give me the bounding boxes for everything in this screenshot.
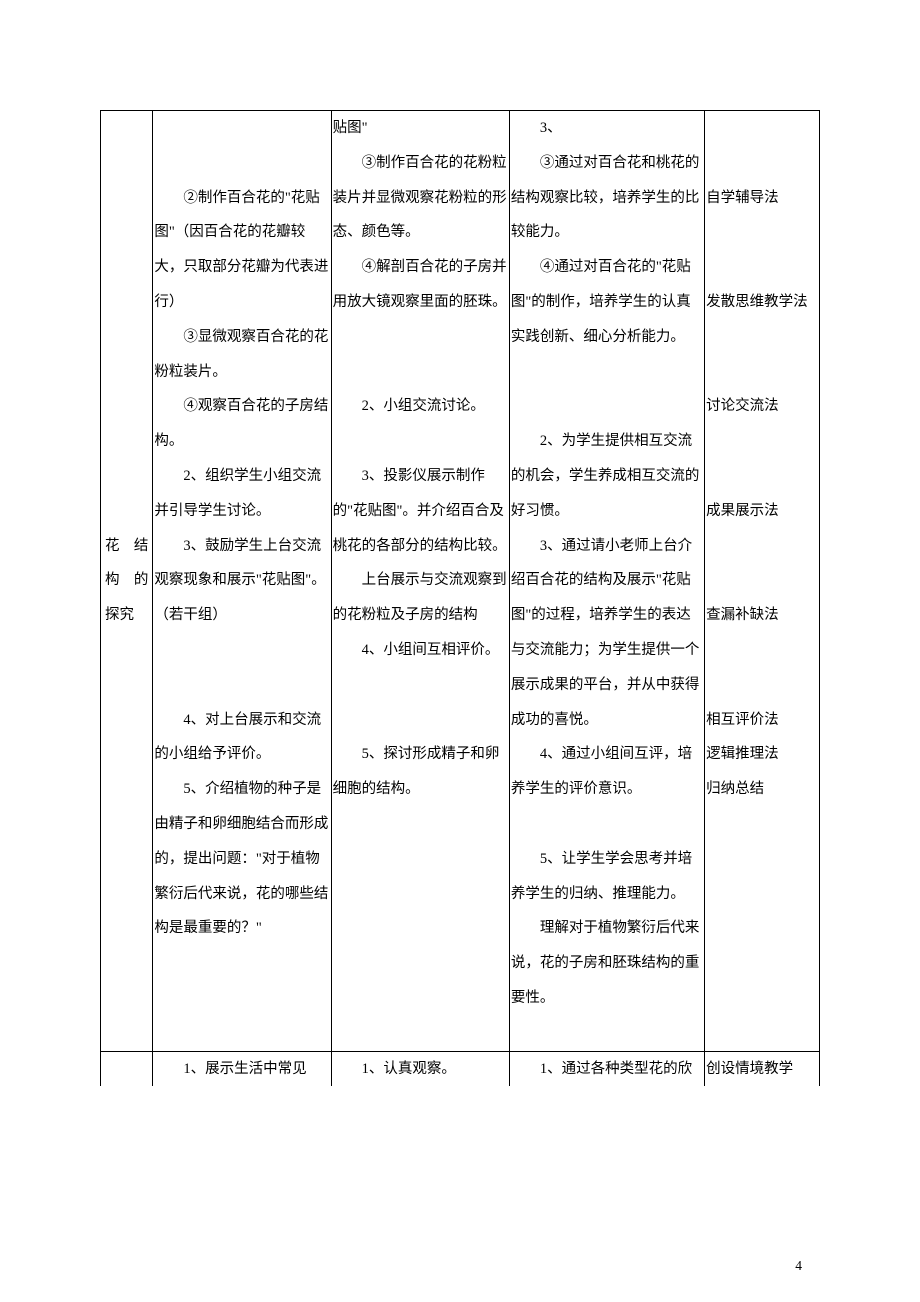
teacher-item: ④观察百合花的子房结构。	[154, 389, 329, 459]
intent-item: 5、让学生学会思考并培养学生的归纳、推理能力。	[511, 842, 703, 912]
teacher-item: 2、组织学生小组交流并引导学生讨论。	[154, 459, 329, 529]
method-item: 相互评价法	[706, 703, 818, 738]
student-item: 1、认真观察。	[333, 1052, 508, 1087]
student-item: 3、投影仪展示制作的"花贴图"。并介绍百合及桃花的各部分的结构比较。	[333, 459, 508, 563]
intent-item: 4、通过小组间互评，培养学生的评价意识。	[511, 737, 703, 807]
student-item: ③制作百合花的花粉粒装片并显微观察花粉粒的形态、颜色等。	[333, 146, 508, 250]
student-item: 2、小组交流讨论。	[333, 389, 508, 424]
method-item: 查漏补缺法	[706, 598, 818, 633]
teacher-activity-cell: ②制作百合花的"花贴图"（因百合花的花瓣较大，只取部分花瓣为代表进行） ③显微观…	[153, 111, 331, 1052]
teacher-item: 3、鼓励学生上台交流观察现象和展示"花贴图"。（若干组）	[154, 529, 329, 633]
student-item: ④解剖百合花的子房并用放大镜观察里面的胚珠。	[333, 250, 508, 320]
method-cell: 自学辅导法 发散思维教学法 讨论交流法 成果展示法 查漏补缺法 相互评价法 逻辑…	[705, 111, 820, 1052]
document-page: 花结构的探究 ②制作百合花的"花贴图"（因百合花的花瓣较大，只取部分花瓣为代表进…	[0, 0, 920, 1302]
intent-item: ③通过对百合花和桃花的结构观察比较，培养学生的比较能力。	[511, 146, 703, 250]
intent-item: 3、通过请小老师上台介绍百合花的结构及展示"花贴图"的过程，培养学生的表达与交流…	[511, 529, 703, 738]
method-cell: 创设情境教学	[705, 1051, 820, 1086]
student-activity-cell: 贴图" ③制作百合花的花粉粒装片并显微观察花粉粒的形态、颜色等。 ④解剖百合花的…	[331, 111, 509, 1052]
lesson-plan-table: 花结构的探究 ②制作百合花的"花贴图"（因百合花的花瓣较大，只取部分花瓣为代表进…	[100, 110, 820, 1086]
table-row: 花结构的探究 ②制作百合花的"花贴图"（因百合花的花瓣较大，只取部分花瓣为代表进…	[101, 111, 820, 1052]
intent-item: ④通过对百合花的"花贴图"的制作，培养学生的认真实践创新、细心分析能力。	[511, 250, 703, 354]
page-number: 4	[795, 1258, 802, 1274]
student-item: 5、探讨形成精子和卵细胞的结构。	[333, 737, 508, 807]
teacher-activity-cell: 1、展示生活中常见	[153, 1051, 331, 1086]
teacher-item: 5、介绍植物的种子是由精子和卵细胞结合而形成的，提出问题："对于植物繁衍后代来说…	[154, 772, 329, 946]
teacher-item: ③显微观察百合花的花粉粒装片。	[154, 320, 329, 390]
student-item: 4、小组间互相评价。	[333, 633, 508, 668]
method-item: 自学辅导法	[706, 181, 818, 216]
intent-item: 1、通过各种类型花的欣	[511, 1052, 703, 1087]
student-item: 贴图"	[333, 111, 508, 146]
design-intent-cell: 3、 ③通过对百合花和桃花的结构观察比较，培养学生的比较能力。 ④通过对百合花的…	[509, 111, 704, 1052]
method-item: 归纳总结	[706, 772, 818, 807]
section-label-cell-empty	[101, 1051, 153, 1086]
student-activity-cell: 1、认真观察。	[331, 1051, 509, 1086]
method-item: 成果展示法	[706, 494, 818, 529]
teacher-item: ②制作百合花的"花贴图"（因百合花的花瓣较大，只取部分花瓣为代表进行）	[154, 181, 329, 320]
section-label-text: 花结构的探究	[105, 529, 148, 633]
section-label-cell: 花结构的探究	[101, 111, 153, 1052]
intent-item: 3、	[511, 111, 703, 146]
design-intent-cell: 1、通过各种类型花的欣	[509, 1051, 704, 1086]
teacher-item: 4、对上台展示和交流的小组给予评价。	[154, 703, 329, 773]
method-item: 逻辑推理法	[706, 737, 818, 772]
method-item: 创设情境教学	[706, 1052, 818, 1087]
table-row: 1、展示生活中常见 1、认真观察。 1、通过各种类型花的欣 创设情境教学	[101, 1051, 820, 1086]
teacher-item: 1、展示生活中常见	[154, 1052, 329, 1087]
method-item: 发散思维教学法	[706, 285, 818, 320]
student-item: 上台展示与交流观察到的花粉粒及子房的结构	[333, 563, 508, 633]
intent-item: 理解对于植物繁衍后代来说，花的子房和胚珠结构的重要性。	[511, 911, 703, 1015]
intent-item: 2、为学生提供相互交流的机会，学生养成相互交流的好习惯。	[511, 424, 703, 528]
method-item: 讨论交流法	[706, 389, 818, 424]
